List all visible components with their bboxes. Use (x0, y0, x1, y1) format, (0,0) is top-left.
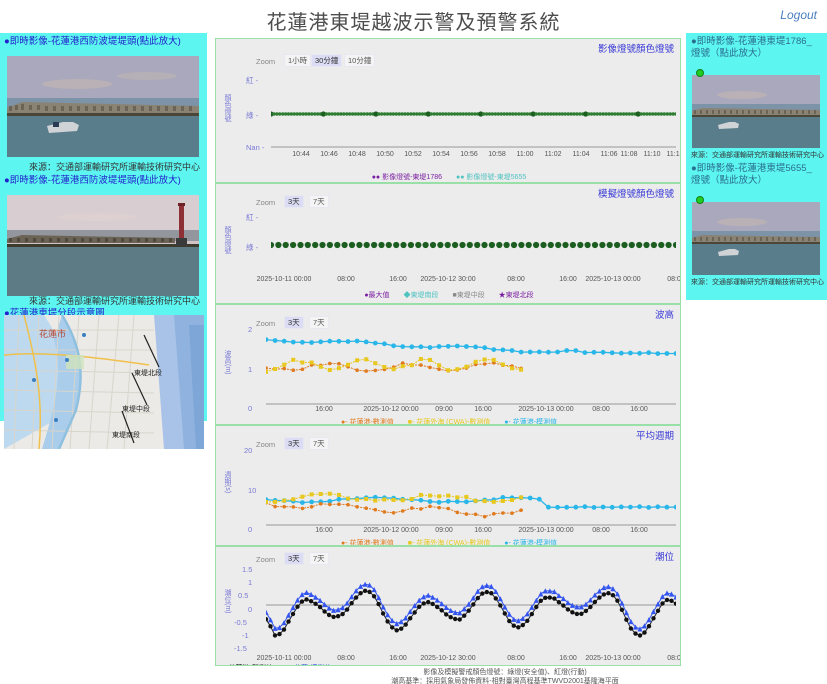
svg-text:花蓮市: 花蓮市 (39, 328, 66, 339)
svg-text:東堤北段: 東堤北段 (134, 368, 162, 377)
svg-text:東堤中段: 東堤中段 (122, 404, 150, 413)
svg-text:東堤南段: 東堤南段 (112, 430, 140, 439)
